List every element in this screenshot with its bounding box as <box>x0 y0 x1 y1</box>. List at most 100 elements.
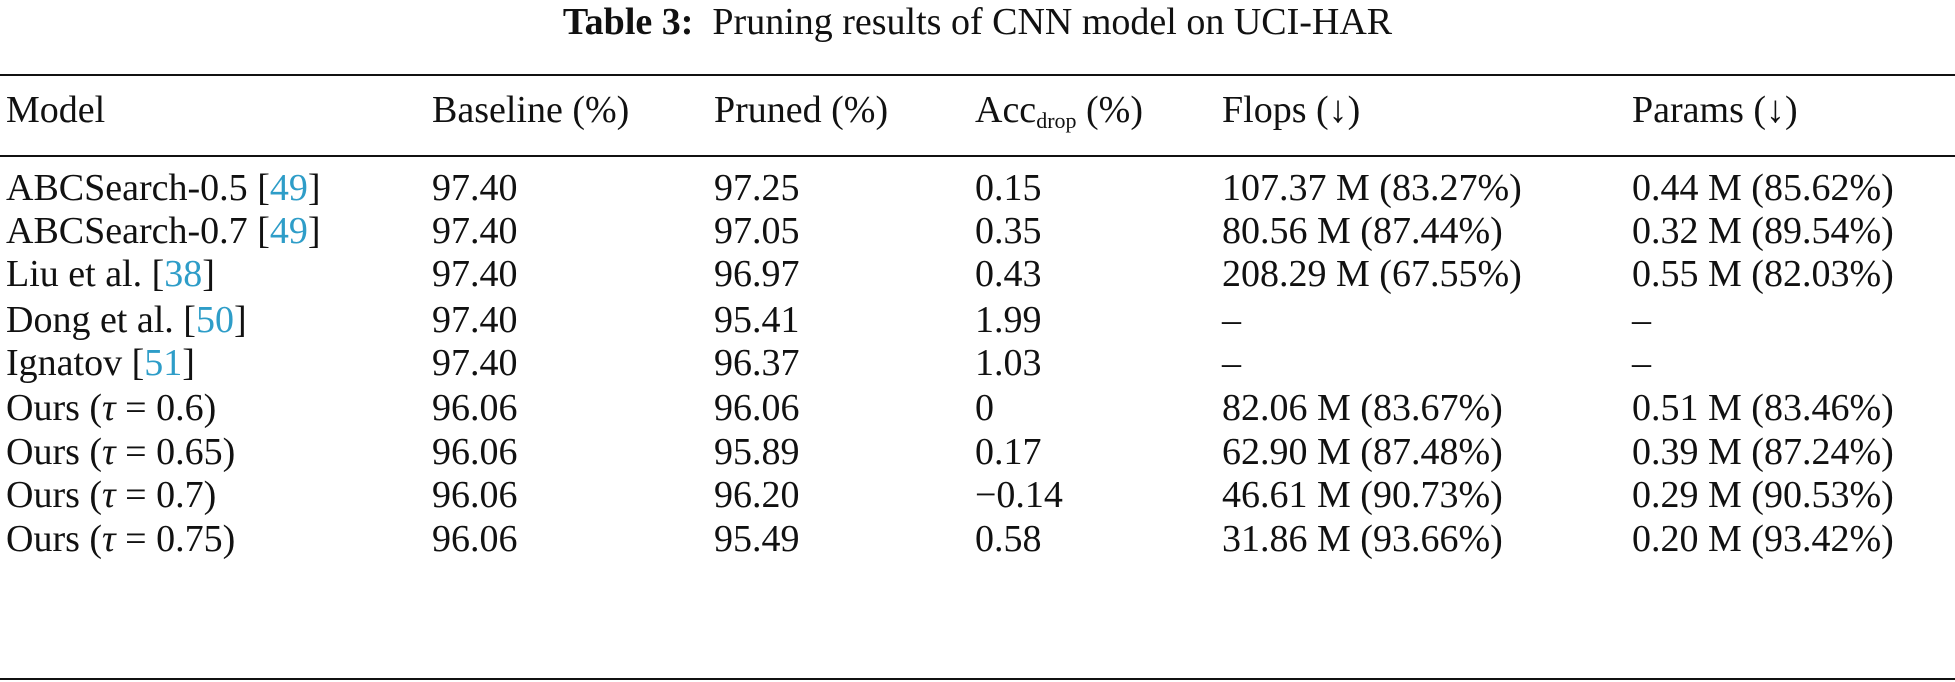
header-acc-unit: (%) <box>1076 89 1143 131</box>
cell-flops: 82.06 M (83.67%) <box>1222 387 1503 429</box>
cell-model: Ignatov [51] <box>6 341 195 385</box>
cite-bracket-open: [ <box>183 299 196 341</box>
caption-label: Table 3: <box>562 1 694 43</box>
tau-symbol: τ <box>102 474 116 516</box>
cell-pruned: 96.97 <box>714 253 800 295</box>
cell-model: Ours (τ = 0.75) <box>6 517 235 561</box>
cell-acc-drop: 0.15 <box>975 167 1042 209</box>
header-model: Model <box>6 89 106 131</box>
tau-value: = 0.6) <box>115 387 217 429</box>
cite-bracket-close: ] <box>233 299 247 341</box>
tau-symbol: τ <box>102 518 116 560</box>
bottom-rule <box>0 678 1955 680</box>
cell-acc-drop: −0.14 <box>975 474 1063 516</box>
cell-pruned: 97.05 <box>714 210 800 252</box>
model-name: ABCSearch-0.5 <box>6 167 258 209</box>
cell-params: 0.20 M (93.42%) <box>1632 518 1894 560</box>
cell-flops: 80.56 M (87.44%) <box>1222 210 1503 252</box>
top-rule <box>0 74 1955 76</box>
cell-flops: 208.29 M (67.55%) <box>1222 253 1522 295</box>
cell-acc-drop: 0.58 <box>975 518 1042 560</box>
cell-flops: – <box>1222 299 1241 341</box>
model-name: Ours ( <box>6 518 103 560</box>
cell-params: 0.29 M (90.53%) <box>1632 474 1894 516</box>
citation-link[interactable]: 49 <box>269 167 308 209</box>
cell-acc-drop: 0.17 <box>975 431 1042 473</box>
cite-bracket-close: ] <box>307 167 321 209</box>
cell-baseline: 96.06 <box>432 431 518 473</box>
cell-acc-drop: 0.35 <box>975 210 1042 252</box>
cell-params: – <box>1632 342 1651 384</box>
cell-params: 0.55 M (82.03%) <box>1632 253 1894 295</box>
tau-value: = 0.75) <box>115 518 236 560</box>
cite-bracket-close: ] <box>307 210 321 252</box>
cell-model: Liu et al. [38] <box>6 252 215 296</box>
model-name: Ignatov <box>6 342 132 384</box>
cell-flops: 62.90 M (87.48%) <box>1222 431 1503 473</box>
model-name: Ours ( <box>6 431 103 473</box>
cell-baseline: 97.40 <box>432 210 518 252</box>
tau-symbol: τ <box>102 431 116 473</box>
cell-model: ABCSearch-0.5 [49] <box>6 166 321 210</box>
cell-params: 0.32 M (89.54%) <box>1632 210 1894 252</box>
cell-flops: 31.86 M (93.66%) <box>1222 518 1503 560</box>
cell-acc-drop: 1.03 <box>975 342 1042 384</box>
cell-baseline: 97.40 <box>432 299 518 341</box>
cell-model: Ours (τ = 0.65) <box>6 430 235 474</box>
model-name: Ours ( <box>6 474 103 516</box>
citation-link[interactable]: 50 <box>195 299 234 341</box>
cell-baseline: 96.06 <box>432 518 518 560</box>
header-baseline: Baseline (%) <box>432 89 630 131</box>
cell-pruned: 95.49 <box>714 518 800 560</box>
model-name: Liu et al. <box>6 253 152 295</box>
cell-baseline: 97.40 <box>432 342 518 384</box>
model-name: ABCSearch-0.7 <box>6 210 258 252</box>
table-caption: Table 3: Pruning results of CNN model on… <box>0 0 1955 62</box>
cell-pruned: 96.20 <box>714 474 800 516</box>
header-acc-sub: drop <box>1036 108 1077 133</box>
cell-pruned: 95.89 <box>714 431 800 473</box>
cell-flops: 46.61 M (90.73%) <box>1222 474 1503 516</box>
tau-value: = 0.7) <box>115 474 217 516</box>
header-acc-main: Acc <box>975 89 1037 131</box>
cell-acc-drop: 1.99 <box>975 299 1042 341</box>
cell-params: 0.51 M (83.46%) <box>1632 387 1894 429</box>
header-acc-drop: Accdrop (%) <box>975 88 1143 143</box>
cell-pruned: 97.25 <box>714 167 800 209</box>
cite-bracket-open: [ <box>131 342 145 384</box>
cite-bracket-open: [ <box>151 253 165 295</box>
citation-link[interactable]: 51 <box>144 342 183 384</box>
cell-flops: – <box>1222 342 1241 384</box>
cell-params: 0.44 M (85.62%) <box>1632 167 1894 209</box>
citation-link[interactable]: 49 <box>269 210 308 252</box>
cell-params: – <box>1632 299 1651 341</box>
header-params: Params (↓) <box>1632 89 1798 131</box>
header-pruned: Pruned (%) <box>714 89 889 131</box>
cell-flops: 107.37 M (83.27%) <box>1222 167 1522 209</box>
cell-pruned: 96.37 <box>714 342 800 384</box>
cell-model: Dong et al. [50] <box>6 298 247 342</box>
cite-bracket-open: [ <box>257 210 270 252</box>
tau-value: = 0.65) <box>115 431 236 473</box>
tau-symbol: τ <box>102 387 116 429</box>
cell-params: 0.39 M (87.24%) <box>1632 431 1894 473</box>
citation-link[interactable]: 38 <box>164 253 203 295</box>
cell-model: Ours (τ = 0.7) <box>6 473 216 517</box>
cell-pruned: 96.06 <box>714 387 800 429</box>
cell-baseline: 96.06 <box>432 387 518 429</box>
cite-bracket-close: ] <box>202 253 215 295</box>
cell-model: ABCSearch-0.7 [49] <box>6 209 321 253</box>
cell-acc-drop: 0 <box>975 387 994 429</box>
model-name: Ours ( <box>6 387 103 429</box>
cell-acc-drop: 0.43 <box>975 253 1042 295</box>
cell-baseline: 97.40 <box>432 167 518 209</box>
cell-model: Ours (τ = 0.6) <box>6 386 216 430</box>
cell-pruned: 95.41 <box>714 299 800 341</box>
cell-baseline: 96.06 <box>432 474 518 516</box>
cite-bracket-close: ] <box>182 342 195 384</box>
header-flops: Flops (↓) <box>1222 89 1361 131</box>
header-rule <box>0 155 1955 157</box>
cell-baseline: 97.40 <box>432 253 518 295</box>
cite-bracket-open: [ <box>257 167 270 209</box>
caption-text: Pruning results of CNN model on UCI-HAR <box>712 1 1393 43</box>
